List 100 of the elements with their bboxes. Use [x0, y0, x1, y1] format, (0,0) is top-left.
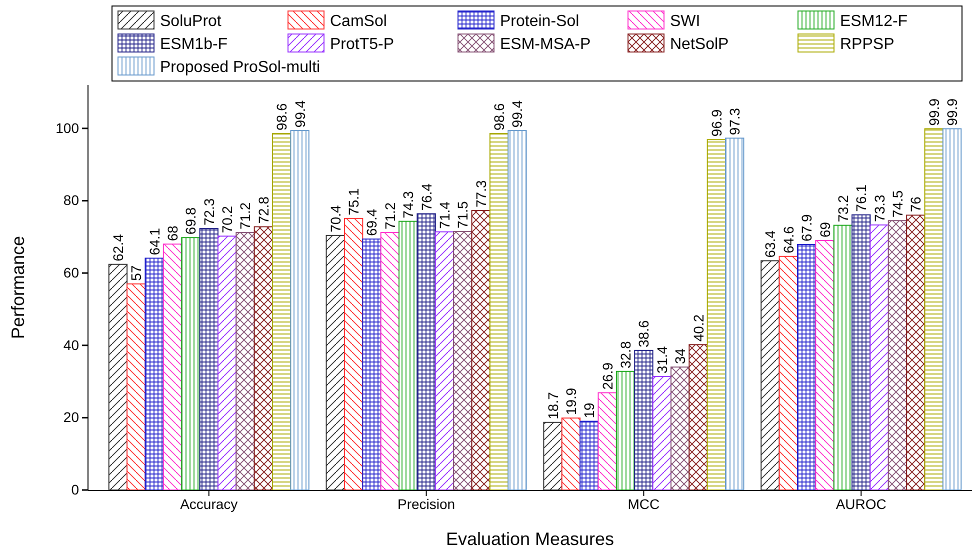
bar [670, 366, 690, 490]
data-label: 62.4 [110, 234, 126, 262]
data-label: 71.4 [436, 201, 452, 229]
data-label: 76 [908, 196, 924, 212]
data-label: 69.8 [182, 207, 199, 235]
bar [290, 130, 310, 490]
legend-label: SoluProt [160, 13, 222, 30]
bar [778, 256, 798, 490]
bar [380, 232, 400, 490]
data-label: 68 [164, 225, 181, 242]
bar [906, 214, 926, 490]
bar [870, 224, 889, 490]
bar [833, 224, 853, 490]
data-label: 40.2 [690, 314, 706, 342]
bar [725, 138, 744, 490]
data-label: 32.8 [618, 340, 634, 368]
y-axis-title: Performance [8, 236, 28, 340]
bar [815, 240, 834, 490]
data-label: 57 [128, 265, 144, 281]
data-label: 99.9 [926, 98, 942, 126]
data-label: 99.4 [509, 100, 526, 128]
data-label: 26.9 [599, 362, 616, 390]
bar [796, 244, 816, 490]
data-label: 63.4 [762, 230, 778, 258]
bar [108, 264, 128, 490]
data-label: 75.1 [346, 188, 362, 216]
data-label: 98.6 [274, 102, 290, 130]
data-label: 76.1 [853, 184, 870, 212]
data-label: 64.6 [780, 226, 796, 254]
y-tick-label: 60 [63, 264, 80, 281]
x-tick-label: Accuracy [180, 496, 238, 512]
bar [942, 128, 962, 490]
data-label: 72.3 [200, 198, 217, 226]
bar [634, 350, 654, 490]
data-label: 69.4 [364, 208, 380, 236]
bar [236, 232, 255, 490]
data-label: 72.8 [255, 196, 272, 224]
legend-label: ESM12-F [840, 13, 908, 30]
bar [217, 236, 237, 490]
bar [543, 422, 562, 490]
x-tick-label: Precision [397, 496, 456, 512]
bar [362, 238, 382, 490]
bar [254, 226, 274, 490]
bar [598, 392, 617, 490]
bar [199, 228, 218, 490]
data-label: 96.9 [708, 109, 724, 137]
bar [344, 218, 364, 490]
y-tick-label: 40 [63, 336, 80, 353]
legend-label: ESM-MSA-P [500, 36, 591, 53]
bar [924, 128, 944, 490]
bar [162, 244, 182, 490]
y-tick-label: 80 [63, 192, 80, 208]
bar [888, 220, 908, 490]
bar [489, 132, 509, 490]
data-label: 38.6 [636, 320, 652, 348]
data-label: 71.2 [237, 202, 254, 230]
data-label: 19 [581, 402, 598, 418]
bar [453, 230, 472, 490]
data-label: 73.3 [871, 194, 888, 222]
data-label: 34 [672, 348, 688, 364]
data-label: 69 [816, 222, 833, 238]
bar [144, 258, 164, 490]
bar [652, 376, 672, 490]
legend-label: Protein-Sol [500, 13, 580, 30]
x-tick-label: AUROC [836, 496, 886, 512]
bar [398, 220, 418, 490]
legend-label: Proposed ProSol-multi [160, 59, 320, 76]
bar [706, 139, 726, 490]
bar [181, 237, 200, 490]
data-label: 99.9 [944, 98, 960, 126]
data-label: 74.5 [889, 190, 906, 218]
bar [326, 234, 345, 490]
data-label: 70.4 [327, 204, 344, 232]
bar [416, 213, 436, 490]
data-label: 77.3 [472, 180, 489, 208]
x-tick-label: MCC [628, 496, 660, 512]
data-label: 64.1 [146, 228, 162, 256]
data-label: 18.7 [544, 392, 561, 420]
y-tick-label: 20 [63, 409, 80, 426]
legend-label: NetSolP [670, 36, 729, 53]
legend-label: CamSol [330, 13, 387, 30]
y-tick-label: 0 [71, 481, 80, 498]
bar [471, 210, 490, 490]
data-label: 73.2 [834, 194, 851, 222]
data-label: 99.4 [292, 100, 308, 128]
legend-label: ProtT5-P [330, 36, 394, 53]
bar [272, 132, 292, 490]
data-label: 74.3 [400, 190, 416, 218]
data-label: 31.4 [654, 346, 670, 374]
legend-label: ESM1b-F [160, 36, 228, 53]
data-label: 71.2 [382, 202, 398, 230]
bar [580, 420, 599, 490]
data-label: 98.6 [491, 102, 508, 130]
data-label: 71.5 [454, 200, 471, 228]
bar [688, 344, 708, 490]
bar [434, 231, 454, 490]
data-label: 76.4 [418, 183, 434, 211]
bar [760, 260, 780, 490]
legend-label: RPPSP [840, 36, 894, 53]
bar [852, 214, 871, 490]
